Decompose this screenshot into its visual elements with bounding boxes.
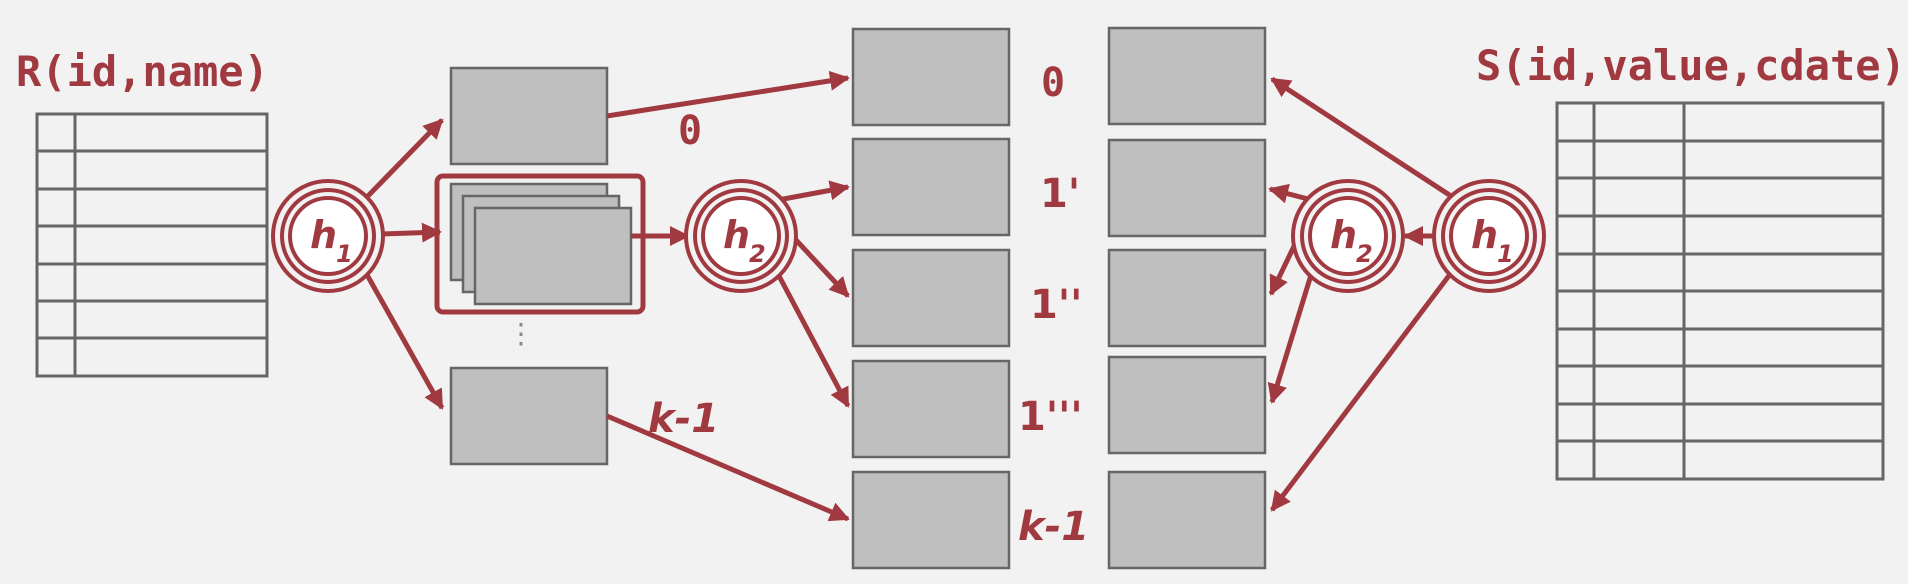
svg-text:1: 1: [336, 240, 353, 268]
label-left-k-1: k-1: [648, 396, 719, 442]
label-mid-k-1: k-1: [1018, 504, 1089, 550]
label-mid-0: 0: [1041, 60, 1065, 106]
partition-ellipsis: ⋮: [507, 317, 535, 350]
partition-1-buffer-stack: [434, 173, 646, 315]
r-bucket-1b: [851, 248, 1011, 348]
hash-node-h1-right: h 1: [1432, 179, 1546, 293]
svg-text:h: h: [1330, 213, 1357, 257]
relation-s-table: [1555, 101, 1885, 481]
label-mid-1b: 1'': [1030, 282, 1082, 328]
svg-text:h: h: [723, 213, 750, 257]
r-bucket-1c: [851, 359, 1011, 459]
s-bucket-1a: [1107, 138, 1267, 238]
hash-node-h2-right: h 2: [1291, 179, 1405, 293]
hash-node-h2-left: h 2: [684, 179, 798, 293]
label-left-0: 0: [678, 108, 702, 154]
svg-text:h: h: [310, 213, 337, 257]
s-bucket-1b: [1107, 248, 1267, 348]
r-bucket-1a: [851, 137, 1011, 237]
r-bucket-0: [851, 27, 1011, 127]
svg-text:1: 1: [1497, 240, 1514, 268]
s-bucket-1c: [1107, 355, 1267, 455]
relation-r-table: [35, 112, 269, 378]
partition-k-1-buffer: [449, 366, 609, 466]
s-bucket-0: [1107, 26, 1267, 126]
label-mid-1a: 1': [1040, 171, 1080, 217]
label-mid-1c: 1''': [1018, 394, 1083, 440]
hash-node-h1-left: h 1: [271, 179, 385, 293]
flow-arrows: [363, 70, 1453, 522]
relation-r-label: R(id,name): [16, 47, 269, 96]
partition-1-highlight-frame: [434, 173, 646, 315]
relation-s-label: S(id,value,cdate): [1476, 41, 1906, 90]
svg-text:2: 2: [1356, 240, 1373, 268]
svg-text:2: 2: [749, 240, 766, 268]
partition-0-buffer: [449, 66, 609, 166]
r-bucket-k-1: [851, 470, 1011, 570]
s-bucket-k-1: [1107, 470, 1267, 570]
svg-text:h: h: [1471, 213, 1498, 257]
